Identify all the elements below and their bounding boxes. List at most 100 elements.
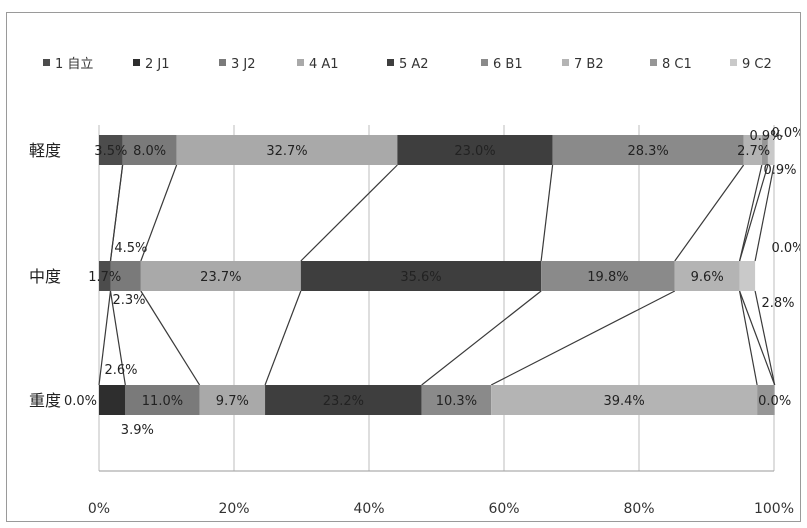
data-label: 2.6% (104, 363, 137, 378)
x-tick-label: 20% (218, 501, 249, 517)
bar-segment-7-b2 (743, 135, 762, 165)
chart-frame: 1 自立 2 J1 3 J2 4 A1 5 A2 6 B1 7 B2 8 C1 9 C2 3.5… (6, 12, 805, 522)
legend-swatch-1 (43, 59, 50, 66)
series-line (540, 164, 554, 262)
x-tick-label: 60% (488, 501, 519, 517)
bar-segment-8-c1 (757, 385, 775, 415)
series-line (490, 290, 676, 386)
bar-segment-3-j2 (122, 135, 177, 165)
legend-label-1: 1 自立 (55, 57, 93, 72)
bar-segment-3-j2 (110, 261, 141, 291)
bar-segment-7-b2 (674, 261, 740, 291)
bar-segment-2-j1 (99, 385, 126, 415)
legend-label-7: 7 B2 (574, 57, 604, 72)
legend-label-3: 3 J2 (231, 57, 256, 72)
data-label: 1.7% (88, 270, 121, 285)
bar-segment-6-b1 (541, 261, 675, 291)
series-line (754, 164, 775, 262)
bar-segment-9-c2 (767, 135, 774, 165)
legend: 1 自立 2 J1 3 J2 4 A1 5 A2 6 B1 7 B2 8 C1 9 C2 (43, 57, 772, 72)
data-label: 11.0% (142, 394, 183, 409)
bar-segment-5-a2 (265, 385, 422, 415)
legend-label-5: 5 A2 (399, 57, 429, 72)
legend-label-6: 6 B1 (493, 57, 523, 72)
legend-swatch-8 (650, 59, 657, 66)
series-lines (98, 164, 776, 386)
legend-label-2: 2 J1 (145, 57, 170, 72)
legend-swatch-6 (481, 59, 488, 66)
data-label-extra: 0.0% (771, 126, 800, 141)
data-label: 23.0% (454, 144, 495, 159)
legend-label-4: 4 A1 (309, 57, 339, 72)
bar-segment-1 (99, 135, 123, 165)
data-label: 4.5% (114, 241, 147, 256)
data-label: 9.7% (216, 394, 249, 409)
series-line (739, 290, 776, 386)
category-label: 中度 (29, 267, 61, 286)
grid (98, 125, 775, 472)
data-label: 8.0% (133, 144, 166, 159)
data-label-extra: 2.8% (761, 296, 794, 311)
data-labels: 3.5% 8.0% 32.7% 23.0% 28.3% 2.7%0.9%0.9%1.7%4… (64, 126, 805, 438)
legend-swatch-4 (297, 59, 304, 66)
series-line (738, 290, 758, 386)
series-line (140, 290, 201, 386)
legend-swatch-7 (562, 59, 569, 66)
data-label: 3.5% (94, 144, 127, 159)
series-line (264, 290, 302, 386)
category-label: 重度 (29, 391, 61, 410)
bar-segment-5-a2 (397, 135, 553, 165)
series-line (421, 290, 542, 386)
series-line (109, 164, 124, 262)
series-line (109, 290, 126, 386)
series-line (738, 164, 769, 262)
legend-swatch-3 (219, 59, 226, 66)
data-label: 32.7% (266, 144, 307, 159)
legend-label-9: 9 C2 (742, 57, 772, 72)
legend-label-8: 8 C1 (662, 57, 692, 72)
series-line (754, 290, 776, 386)
data-label: 35.6% (400, 270, 441, 285)
legend-swatch-2 (133, 59, 140, 66)
bar-segment-8-c1 (761, 135, 768, 165)
category-label: 軽度 (29, 141, 61, 160)
bar-segment-4-a1 (140, 261, 301, 291)
series-line (98, 290, 112, 386)
bar-segment-4-a1 (199, 385, 266, 415)
bar-segment-5-a2 (300, 261, 542, 291)
bar-segment-4-a1 (176, 135, 398, 165)
data-label: 2.3% (112, 293, 145, 308)
data-label: 19.8% (587, 270, 628, 285)
legend-swatch-5 (387, 59, 394, 66)
data-label: 39.4% (603, 394, 644, 409)
bar-segment-6-b1 (421, 385, 492, 415)
data-label: 0.9% (749, 129, 782, 144)
data-label: 0.9% (763, 163, 796, 178)
legend-swatch-9 (730, 59, 737, 66)
bars (99, 135, 775, 415)
series-line (300, 164, 398, 262)
x-axis-ticks: 0% 20% 40% 60% 80% 100% (88, 501, 794, 517)
series-line (674, 164, 745, 262)
bar-segment-6-b1 (552, 135, 744, 165)
data-label: 0.0% (771, 241, 800, 256)
bar-segment-7-b2 (491, 385, 758, 415)
data-label: 10.3% (436, 394, 477, 409)
series-line (738, 164, 763, 262)
bar-segment-3-j2 (125, 385, 200, 415)
data-label: 23.2% (323, 394, 364, 409)
data-label: 2.7% (737, 144, 770, 159)
x-tick-label: 40% (353, 501, 384, 517)
data-label: 3.9% (121, 423, 154, 438)
x-tick-label: 0% (88, 501, 110, 517)
stacked-bar-chart: 1 自立 2 J1 3 J2 4 A1 5 A2 6 B1 7 B2 8 C1 9 C2 3.5… (29, 57, 805, 517)
bar-segment-9-c2 (739, 261, 756, 291)
series-line (140, 164, 178, 262)
data-label: 0.0% (64, 394, 97, 409)
x-tick-label: 100% (754, 501, 794, 517)
bar-segment-1 (99, 261, 111, 291)
data-label: 9.6% (691, 270, 724, 285)
x-tick-label: 80% (623, 501, 654, 517)
data-label: 23.7% (200, 270, 241, 285)
